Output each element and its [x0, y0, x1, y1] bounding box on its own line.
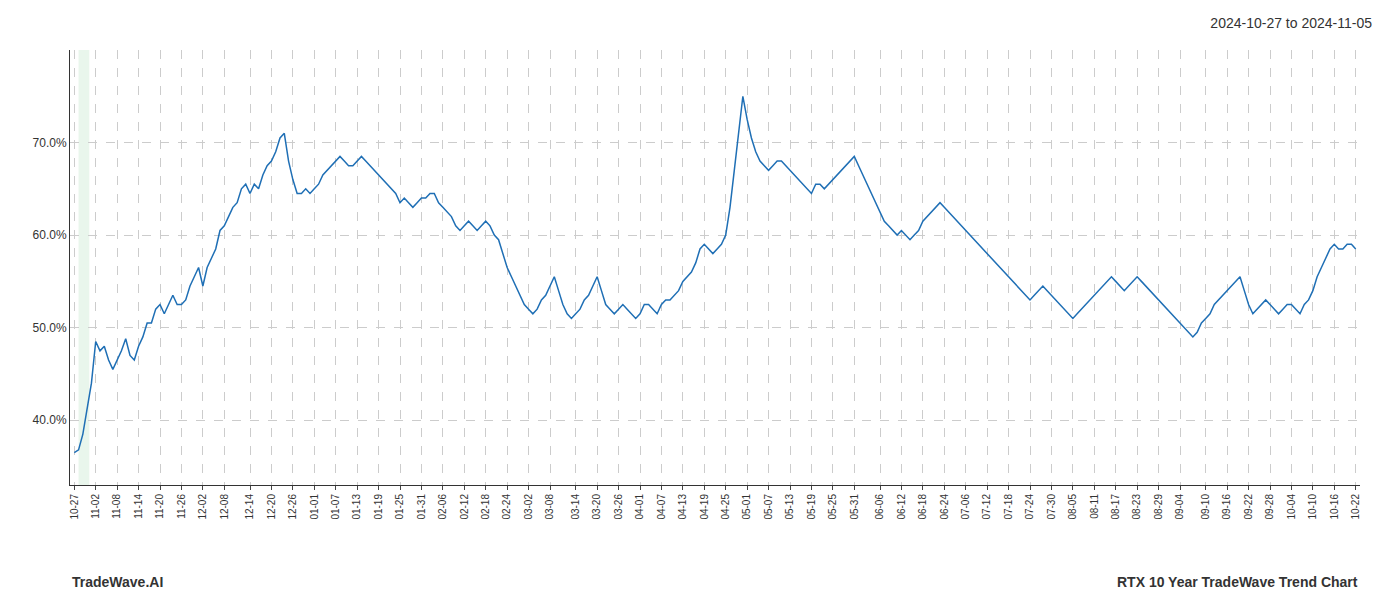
svg-text:08-05: 08-05: [1067, 494, 1078, 520]
svg-text:12-20: 12-20: [266, 494, 277, 520]
svg-text:05-25: 05-25: [827, 494, 838, 520]
svg-text:40.0%: 40.0%: [33, 413, 67, 427]
svg-text:11-08: 11-08: [111, 494, 122, 519]
svg-text:11-20: 11-20: [154, 494, 165, 519]
svg-text:07-06: 07-06: [960, 494, 971, 520]
svg-text:05-07: 05-07: [763, 494, 774, 520]
svg-text:06-24: 06-24: [939, 494, 950, 520]
svg-text:12-14: 12-14: [244, 494, 255, 520]
svg-text:50.0%: 50.0%: [33, 321, 67, 335]
svg-text:01-01: 01-01: [309, 494, 320, 520]
svg-text:09-22: 09-22: [1243, 494, 1254, 520]
svg-text:02-06: 02-06: [437, 494, 448, 520]
svg-text:06-18: 06-18: [917, 494, 928, 520]
svg-text:07-30: 07-30: [1046, 494, 1057, 520]
svg-text:12-26: 12-26: [287, 494, 298, 520]
svg-text:06-12: 06-12: [896, 494, 907, 520]
svg-text:08-17: 08-17: [1110, 494, 1121, 520]
svg-text:08-23: 08-23: [1131, 494, 1142, 520]
svg-text:11-26: 11-26: [176, 494, 187, 519]
svg-text:05-31: 05-31: [849, 494, 860, 520]
svg-text:10-22: 10-22: [1350, 494, 1361, 520]
svg-text:01-31: 01-31: [416, 494, 427, 520]
svg-text:04-07: 04-07: [656, 494, 667, 520]
svg-text:04-01: 04-01: [634, 494, 645, 520]
svg-text:02-12: 02-12: [459, 494, 470, 520]
svg-text:01-19: 01-19: [373, 494, 384, 520]
svg-text:09-16: 09-16: [1221, 494, 1232, 520]
svg-text:05-01: 05-01: [741, 494, 752, 520]
svg-text:TradeWave.AI: TradeWave.AI: [72, 574, 163, 590]
svg-text:03-26: 03-26: [613, 494, 624, 520]
svg-text:09-28: 09-28: [1264, 494, 1275, 520]
svg-text:03-02: 03-02: [523, 494, 534, 520]
svg-text:04-13: 04-13: [677, 494, 688, 520]
svg-text:03-08: 03-08: [544, 494, 555, 520]
svg-text:10-04: 10-04: [1286, 494, 1297, 520]
svg-text:01-07: 01-07: [330, 494, 341, 520]
svg-text:08-11: 08-11: [1089, 494, 1100, 519]
svg-text:02-24: 02-24: [501, 494, 512, 520]
svg-text:02-18: 02-18: [480, 494, 491, 520]
svg-text:05-13: 05-13: [784, 494, 795, 520]
svg-text:07-24: 07-24: [1024, 494, 1035, 520]
svg-text:60.0%: 60.0%: [33, 228, 67, 242]
svg-text:09-04: 09-04: [1174, 494, 1185, 520]
svg-text:05-19: 05-19: [806, 494, 817, 520]
svg-text:RTX 10 Year TradeWave Trend Ch: RTX 10 Year TradeWave Trend Chart: [1117, 574, 1358, 590]
svg-text:04-19: 04-19: [699, 494, 710, 520]
svg-text:70.0%: 70.0%: [33, 136, 67, 150]
svg-text:03-14: 03-14: [570, 494, 581, 520]
svg-text:04-25: 04-25: [720, 494, 731, 520]
svg-text:11-02: 11-02: [90, 494, 101, 519]
svg-text:10-16: 10-16: [1329, 494, 1340, 520]
svg-text:08-29: 08-29: [1153, 494, 1164, 520]
svg-text:09-10: 09-10: [1200, 494, 1211, 520]
svg-text:12-02: 12-02: [197, 494, 208, 520]
svg-text:10-27: 10-27: [69, 494, 80, 520]
svg-text:01-13: 01-13: [351, 494, 362, 520]
svg-text:07-18: 07-18: [1003, 494, 1014, 520]
svg-text:10-10: 10-10: [1307, 494, 1318, 520]
svg-text:2024-10-27 to 2024-11-05: 2024-10-27 to 2024-11-05: [1210, 15, 1372, 31]
svg-text:11-14: 11-14: [133, 494, 144, 519]
svg-text:01-25: 01-25: [394, 494, 405, 520]
svg-text:07-12: 07-12: [981, 494, 992, 520]
svg-text:12-08: 12-08: [219, 494, 230, 520]
svg-text:06-06: 06-06: [874, 494, 885, 520]
svg-text:03-20: 03-20: [591, 494, 602, 520]
